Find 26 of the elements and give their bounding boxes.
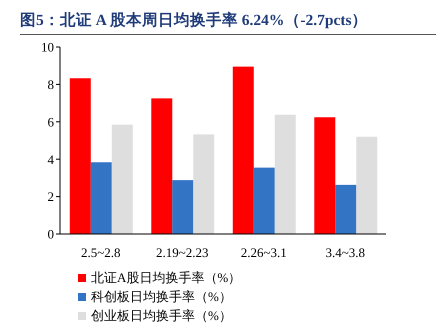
chart-title: 图5：北证 A 股本周日均换手率 6.24%（-2.7pcts） <box>19 10 369 31</box>
bar <box>112 124 133 234</box>
x-tick-label: 2.19~2.23 <box>156 245 209 260</box>
x-tick-label: 2.26~3.1 <box>240 245 287 260</box>
bar <box>274 114 296 234</box>
bar <box>193 134 214 234</box>
y-tick-label: 10 <box>41 40 54 55</box>
legend-label: 科创板日均换手率（%） <box>91 288 232 306</box>
legend-label: 北证A股日均换手率（%） <box>91 268 242 286</box>
bar <box>335 184 356 234</box>
y-tick-label: 6 <box>48 114 54 130</box>
y-tick-label: 2 <box>48 189 54 204</box>
bar <box>151 98 172 234</box>
y-tick-label: 8 <box>48 77 54 92</box>
bar <box>70 78 91 234</box>
bar <box>172 180 194 234</box>
y-tick-label: 0 <box>48 226 54 242</box>
bar <box>314 117 336 234</box>
bar <box>232 66 254 234</box>
bar <box>356 136 378 234</box>
legend-label: 创业板日均换手率（%） <box>91 306 232 324</box>
bar <box>254 168 275 234</box>
bar <box>90 162 112 234</box>
x-tick-label: 3.4~3.8 <box>325 245 366 260</box>
x-tick-label: 2.5~2.8 <box>80 245 121 260</box>
y-tick-label: 4 <box>48 152 54 167</box>
